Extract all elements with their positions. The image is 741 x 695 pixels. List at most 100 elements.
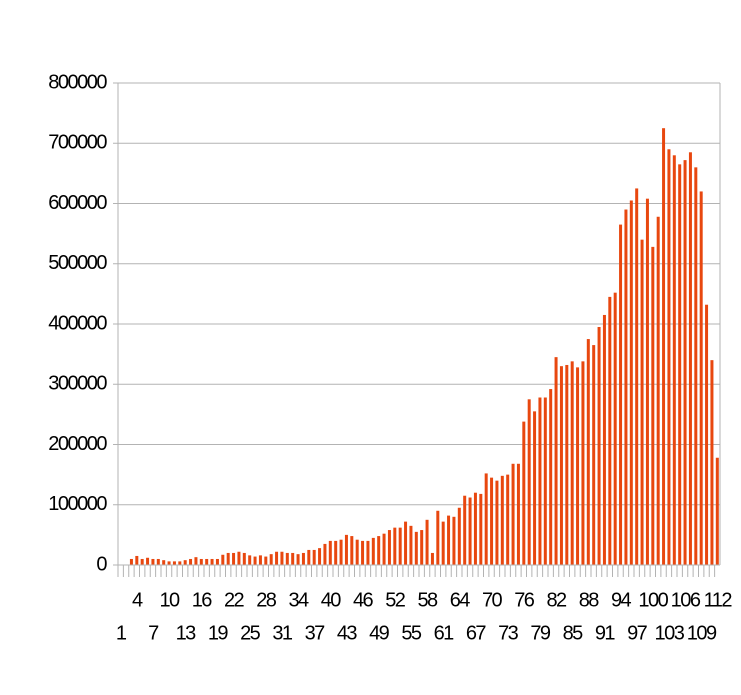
- x-tick-label: 79: [530, 622, 551, 644]
- x-tick-label: 34: [288, 589, 309, 611]
- bar: [629, 200, 633, 566]
- bar: [344, 534, 348, 565]
- bar: [269, 554, 273, 565]
- bar: [500, 475, 504, 565]
- bar: [189, 558, 193, 565]
- bar: [468, 497, 472, 565]
- bar: [280, 551, 284, 565]
- bar: [199, 558, 203, 565]
- bar: [226, 552, 230, 565]
- bar: [672, 155, 676, 566]
- bar: [312, 549, 316, 565]
- bar: [129, 558, 133, 565]
- y-tick-label: 700000: [48, 132, 107, 154]
- x-tick-label: 82: [546, 589, 567, 611]
- x-tick-label: 4: [132, 589, 143, 611]
- bar: [688, 152, 692, 565]
- bar: [533, 411, 537, 565]
- bar: [694, 167, 698, 565]
- bar: [527, 399, 531, 565]
- bar: [683, 160, 687, 565]
- bar: [183, 560, 187, 565]
- bar: [495, 480, 499, 565]
- bar: [640, 239, 644, 565]
- bar: [586, 339, 590, 565]
- x-tick-label: 70: [482, 589, 503, 611]
- bar: [248, 555, 252, 565]
- bar: [436, 510, 440, 565]
- x-tick-label: 31: [272, 622, 293, 644]
- bar: [151, 558, 155, 565]
- bar: [511, 463, 515, 565]
- bar: [715, 457, 719, 565]
- bar: [275, 551, 279, 565]
- bar: [613, 292, 617, 565]
- bar: [334, 540, 338, 565]
- bar: [608, 296, 612, 565]
- bar: [597, 327, 601, 565]
- y-tick-label: 100000: [48, 493, 107, 515]
- x-tick-label: 19: [208, 622, 229, 644]
- bar: [602, 314, 606, 565]
- bar: [463, 495, 467, 565]
- bar: [624, 209, 628, 565]
- y-tick-label: 400000: [48, 312, 107, 334]
- bar: [425, 519, 429, 565]
- y-tick-label: 500000: [48, 252, 107, 274]
- bar: [559, 366, 563, 565]
- bar: [323, 543, 327, 565]
- bar: [135, 555, 139, 565]
- x-tick-label: 16: [192, 589, 213, 611]
- x-tick-label: 103: [655, 622, 685, 644]
- bar: [576, 367, 580, 565]
- x-tick-label: 97: [627, 622, 648, 644]
- bar: [592, 345, 596, 565]
- bar: [371, 537, 375, 565]
- bar: [366, 540, 370, 565]
- bar: [699, 191, 703, 565]
- bar: [398, 527, 402, 565]
- bar: [140, 558, 144, 565]
- bar: [221, 554, 225, 565]
- bar: [377, 536, 381, 565]
- bar: [296, 554, 300, 565]
- bar: [490, 477, 494, 565]
- bar: [210, 558, 214, 565]
- bar: [285, 552, 289, 565]
- x-tick-label: 49: [369, 622, 390, 644]
- bar: [522, 421, 526, 565]
- bar: [447, 515, 451, 565]
- bar: [645, 198, 649, 565]
- bar: [473, 492, 477, 565]
- bar: [146, 557, 150, 565]
- bar: [420, 530, 424, 565]
- bar: [656, 216, 660, 565]
- bar: [387, 530, 391, 565]
- bar: [350, 536, 354, 565]
- bar: [382, 533, 386, 565]
- bar: [441, 521, 445, 565]
- bar: [619, 224, 623, 565]
- bar: [253, 556, 257, 565]
- x-tick-label: 40: [321, 589, 342, 611]
- x-tick-label: 7: [148, 622, 159, 644]
- bar: [232, 552, 236, 565]
- y-tick-label: 0: [96, 553, 107, 575]
- x-tick-label: 76: [514, 589, 535, 611]
- bar: [651, 246, 655, 565]
- bar: [543, 397, 547, 565]
- x-tick-label: 37: [305, 622, 326, 644]
- bar: [484, 473, 488, 565]
- bar: [409, 525, 413, 565]
- bar: [393, 527, 397, 565]
- y-tick-label: 800000: [48, 71, 107, 93]
- bar: [355, 539, 359, 565]
- bar: [167, 561, 171, 565]
- bar: [705, 304, 709, 565]
- x-tick-label: 91: [595, 622, 616, 644]
- bar: [581, 361, 585, 565]
- bar: [554, 357, 558, 565]
- bar: [662, 128, 666, 565]
- x-tick-label: 43: [337, 622, 358, 644]
